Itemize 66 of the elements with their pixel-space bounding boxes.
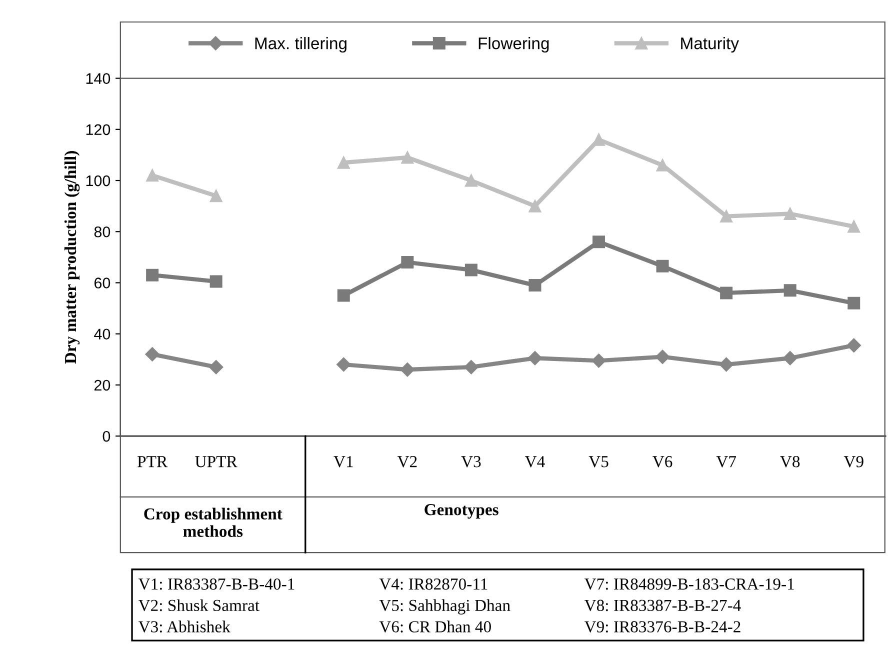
point xyxy=(592,133,606,146)
legend-label: Flowering xyxy=(478,37,549,53)
y-tick-label: 20 xyxy=(94,380,110,391)
x-tick-label: V8 xyxy=(780,456,800,468)
point xyxy=(210,275,222,288)
x-tick-label: V1 xyxy=(334,456,353,468)
text: V6: CR Dhan 40 xyxy=(379,620,491,632)
x-tick-label: UPTR xyxy=(195,456,238,468)
text: V2: Shusk Samrat xyxy=(138,599,260,612)
text: V7: IR84899-B-183-CRA-19-1 xyxy=(584,578,794,590)
point xyxy=(783,351,798,366)
x-tick-label: V3 xyxy=(461,456,481,468)
point xyxy=(145,347,160,362)
text: Crop establishment methods xyxy=(144,508,282,537)
x-tick-label: V2 xyxy=(397,456,417,468)
point xyxy=(464,174,478,187)
text: V8: IR83387-B-B-27-4 xyxy=(584,600,741,612)
y-tick-label: 100 xyxy=(86,175,110,186)
point xyxy=(464,264,478,276)
point xyxy=(401,256,414,269)
text: V4: IR82870-11 xyxy=(379,578,488,590)
point xyxy=(146,169,159,182)
point xyxy=(400,362,414,377)
text: Genotypes xyxy=(424,504,498,519)
text: V9: IR83376-B-B-24-2 xyxy=(584,621,740,632)
point xyxy=(720,286,733,300)
point xyxy=(592,354,606,368)
x-tick-label: PTR xyxy=(138,456,168,468)
x-tick-label: V9 xyxy=(844,456,864,468)
text: V5: Sahbhagi Dhan xyxy=(379,599,510,614)
x-tick-label: V6 xyxy=(652,456,672,468)
point xyxy=(528,279,542,292)
point xyxy=(784,284,796,297)
x-tick-label: V7 xyxy=(716,456,736,468)
legend-label: Maturity xyxy=(681,37,739,53)
y-tick-label: 0 xyxy=(102,430,110,442)
point xyxy=(464,360,478,374)
text: V3: Abhishek xyxy=(138,620,230,632)
point xyxy=(210,190,222,202)
point xyxy=(848,220,860,233)
point xyxy=(719,357,734,372)
point xyxy=(528,351,542,366)
x-tick-label: V5 xyxy=(588,456,608,468)
point xyxy=(146,268,159,282)
legend-label: Max. tillering xyxy=(255,37,346,53)
point xyxy=(720,210,733,223)
point xyxy=(336,357,351,372)
point xyxy=(656,260,669,272)
y-tick-label: 80 xyxy=(94,226,110,238)
x-tick-label: V4 xyxy=(524,456,545,468)
y-tick-label: 120 xyxy=(86,124,110,136)
point xyxy=(846,338,861,352)
point xyxy=(655,350,670,364)
point xyxy=(848,296,860,310)
text: V1: IR83387-B-B-40-1 xyxy=(138,578,294,590)
point xyxy=(401,151,414,164)
point xyxy=(592,236,606,248)
point xyxy=(209,360,224,374)
y-axis-title: Dry matter production (g/hill) xyxy=(64,151,80,364)
point xyxy=(337,156,350,169)
y-tick-label: 140 xyxy=(86,73,110,84)
point xyxy=(337,289,350,302)
point xyxy=(784,207,796,220)
point xyxy=(528,200,542,212)
y-tick-label: 60 xyxy=(94,278,110,288)
y-tick-label: 40 xyxy=(94,328,110,340)
